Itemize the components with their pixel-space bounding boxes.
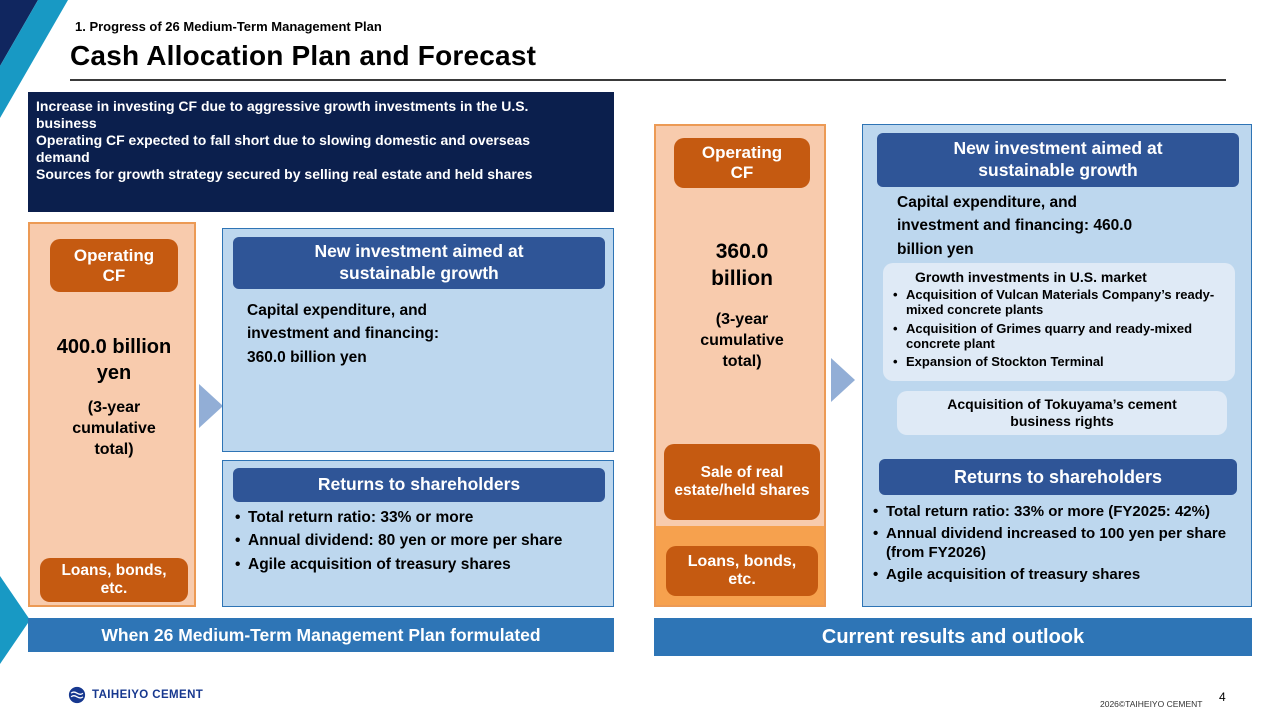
summary-line: Increase in investing CF due to aggressi…	[36, 98, 529, 132]
summary-line: Sources for growth strategy secured by s…	[36, 166, 533, 183]
kicker: 1. Progress of 26 Medium-Term Management…	[75, 19, 382, 34]
logo-text: TAIHEIYO CEMENT	[92, 689, 204, 701]
right-investment-body: Capital expenditure, and investment and …	[897, 194, 1133, 258]
right-returns-list: Total return ratio: 33% or more (FY2025:…	[873, 503, 1245, 588]
list-item: Agile acquisition of treasury shares	[873, 566, 1245, 585]
left-investment-body: Capital expenditure, and investment and …	[247, 302, 440, 366]
left-returns-header: Returns to shareholders	[233, 468, 605, 502]
title-underline	[70, 79, 1226, 81]
right-loans-label: Loans, bonds, etc.	[666, 546, 818, 596]
page-number: 4	[1219, 690, 1226, 704]
left-returns-list: Total return ratio: 33% or more Annual d…	[235, 508, 603, 578]
tokuyama-box: Acquisition of Tokuyama’s cement busines…	[897, 391, 1227, 435]
left-sources-column: Operating CF 400.0 billion yen (3-year c…	[28, 222, 196, 607]
left-loans-label: Loans, bonds, etc.	[40, 558, 188, 602]
right-investment-header: New investment aimed at sustainable grow…	[877, 133, 1239, 187]
copyright: 2026©TAIHEIYO CEMENT	[1100, 699, 1203, 709]
left-investment-panel: New investment aimed at sustainable grow…	[222, 228, 614, 452]
right-operating-cf-label: Operating CF	[674, 138, 810, 188]
right-uses-panel: New investment aimed at sustainable grow…	[862, 124, 1252, 607]
left-caption-bar: When 26 Medium-Term Management Plan form…	[28, 618, 614, 652]
list-item: Acquisition of Vulcan Materials Company’…	[893, 287, 1225, 318]
taiheiyo-logo: TAIHEIYO CEMENT	[68, 686, 203, 704]
right-caption-bar: Current results and outlook	[654, 618, 1252, 656]
list-item: Annual dividend increased to 100 yen per…	[873, 525, 1245, 562]
list-item: Total return ratio: 33% or more (FY2025:…	[873, 503, 1245, 522]
right-sources-column: Operating CF 360.0 billion (3-year cumul…	[654, 124, 826, 607]
left-returns-panel: Returns to shareholders Total return rat…	[222, 460, 614, 607]
list-item: Total return ratio: 33% or more	[235, 508, 603, 528]
left-cf-amount-note: (3-year cumulative total)	[72, 399, 156, 458]
left-investment-header: New investment aimed at sustainable grow…	[233, 237, 605, 289]
left-operating-cf-label: Operating CF	[50, 239, 178, 292]
us-market-list: Acquisition of Vulcan Materials Company’…	[893, 287, 1225, 370]
right-flow-arrow-icon	[831, 358, 855, 402]
list-item: Acquisition of Grimes quarry and ready-m…	[893, 321, 1225, 352]
left-flow-arrow-icon	[199, 384, 223, 428]
left-cf-amount: 400.0 billion yen	[56, 336, 172, 384]
right-cf-amount-note: (3-year cumulative total)	[700, 311, 784, 370]
right-sale-label: Sale of real estate/held shares	[664, 444, 820, 520]
list-item: Agile acquisition of treasury shares	[235, 555, 603, 575]
right-cf-amount: 360.0 billion	[711, 240, 773, 291]
us-market-title: Growth investments in U.S. market	[915, 269, 1147, 285]
right-returns-header: Returns to shareholders	[879, 459, 1237, 495]
us-market-box: Growth investments in U.S. market Acquis…	[883, 263, 1235, 381]
summary-line: Operating CF expected to fall short due …	[36, 132, 530, 166]
summary-box: Increase in investing CF due to aggressi…	[28, 92, 614, 212]
taiheiyo-logo-icon	[68, 686, 86, 704]
page-title: Cash Allocation Plan and Forecast	[70, 40, 537, 71]
list-item: Expansion of Stockton Terminal	[893, 354, 1225, 370]
list-item: Annual dividend: 80 yen or more per shar…	[235, 531, 603, 551]
